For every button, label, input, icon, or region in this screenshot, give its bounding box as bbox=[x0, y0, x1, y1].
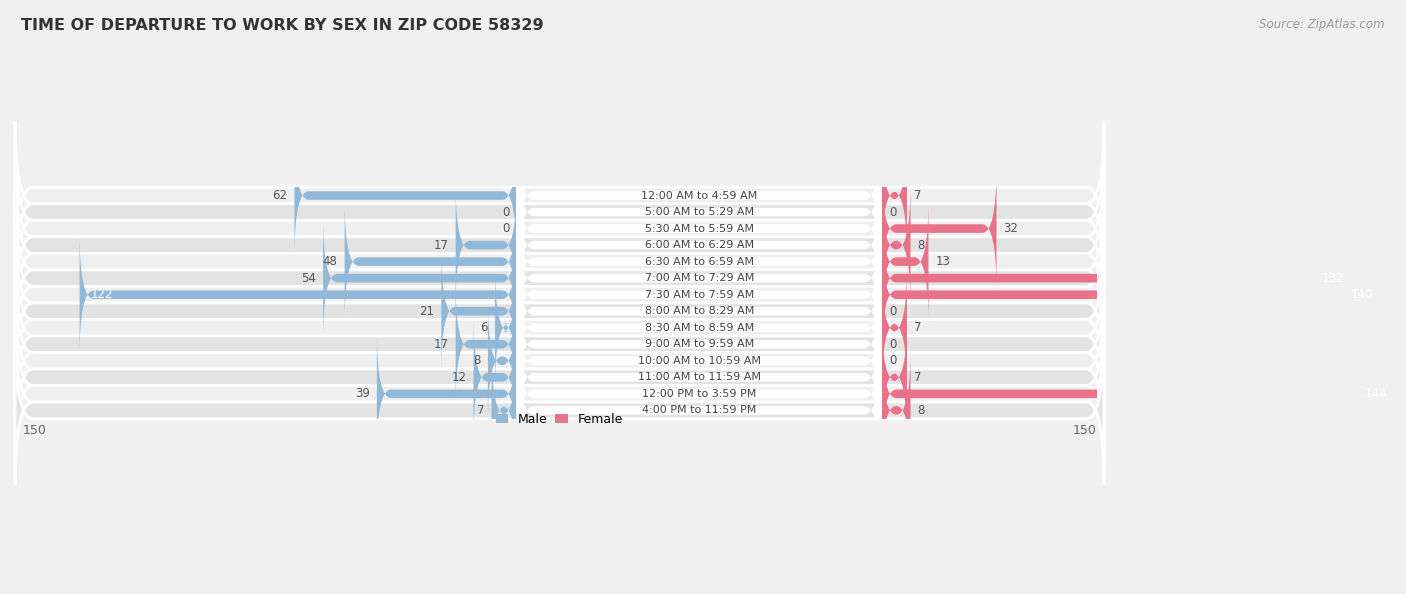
Text: 17: 17 bbox=[433, 239, 449, 252]
FancyBboxPatch shape bbox=[882, 200, 928, 323]
FancyBboxPatch shape bbox=[15, 204, 1104, 352]
Text: 7:00 AM to 7:29 AM: 7:00 AM to 7:29 AM bbox=[644, 273, 754, 283]
FancyBboxPatch shape bbox=[882, 332, 1398, 456]
Text: 32: 32 bbox=[1004, 222, 1018, 235]
Text: 122: 122 bbox=[90, 288, 112, 301]
FancyBboxPatch shape bbox=[516, 266, 882, 422]
Text: 0: 0 bbox=[502, 222, 509, 235]
Text: 144: 144 bbox=[1364, 387, 1386, 400]
Text: 8: 8 bbox=[474, 354, 481, 367]
FancyBboxPatch shape bbox=[882, 184, 911, 307]
Text: 8:30 AM to 8:59 AM: 8:30 AM to 8:59 AM bbox=[644, 323, 754, 333]
Text: 0: 0 bbox=[889, 305, 897, 318]
Text: 0: 0 bbox=[889, 354, 897, 367]
Text: 9:00 AM to 9:59 AM: 9:00 AM to 9:59 AM bbox=[644, 339, 754, 349]
Text: 5:00 AM to 5:29 AM: 5:00 AM to 5:29 AM bbox=[645, 207, 754, 217]
FancyBboxPatch shape bbox=[15, 303, 1104, 451]
Text: 54: 54 bbox=[301, 271, 316, 285]
Text: 6: 6 bbox=[481, 321, 488, 334]
Text: 6:00 AM to 6:29 AM: 6:00 AM to 6:29 AM bbox=[645, 240, 754, 250]
Text: 0: 0 bbox=[889, 338, 897, 350]
FancyBboxPatch shape bbox=[882, 233, 1384, 356]
FancyBboxPatch shape bbox=[516, 283, 882, 439]
FancyBboxPatch shape bbox=[516, 150, 882, 307]
FancyBboxPatch shape bbox=[294, 134, 516, 257]
FancyBboxPatch shape bbox=[516, 134, 882, 290]
Text: 5:30 AM to 5:59 AM: 5:30 AM to 5:59 AM bbox=[645, 223, 754, 233]
FancyBboxPatch shape bbox=[882, 315, 907, 439]
FancyBboxPatch shape bbox=[15, 138, 1104, 286]
FancyBboxPatch shape bbox=[516, 315, 882, 472]
FancyBboxPatch shape bbox=[495, 266, 516, 390]
FancyBboxPatch shape bbox=[456, 283, 516, 406]
FancyBboxPatch shape bbox=[882, 266, 907, 390]
FancyBboxPatch shape bbox=[516, 332, 882, 489]
Text: Source: ZipAtlas.com: Source: ZipAtlas.com bbox=[1260, 18, 1385, 31]
Text: 48: 48 bbox=[322, 255, 337, 268]
FancyBboxPatch shape bbox=[323, 216, 516, 340]
FancyBboxPatch shape bbox=[516, 299, 882, 456]
Text: 17: 17 bbox=[433, 338, 449, 350]
FancyBboxPatch shape bbox=[80, 233, 516, 356]
FancyBboxPatch shape bbox=[492, 349, 516, 472]
Text: 4:00 PM to 11:59 PM: 4:00 PM to 11:59 PM bbox=[643, 405, 756, 415]
Text: 62: 62 bbox=[273, 189, 287, 202]
Text: 12:00 AM to 4:59 AM: 12:00 AM to 4:59 AM bbox=[641, 191, 758, 201]
Text: 11:00 AM to 11:59 AM: 11:00 AM to 11:59 AM bbox=[638, 372, 761, 383]
Text: 8:00 AM to 8:29 AM: 8:00 AM to 8:29 AM bbox=[644, 306, 754, 316]
Text: 132: 132 bbox=[1322, 271, 1344, 285]
FancyBboxPatch shape bbox=[488, 299, 516, 422]
Text: 150: 150 bbox=[22, 424, 46, 437]
FancyBboxPatch shape bbox=[15, 270, 1104, 419]
FancyBboxPatch shape bbox=[516, 117, 882, 274]
FancyBboxPatch shape bbox=[377, 332, 516, 456]
Text: 39: 39 bbox=[354, 387, 370, 400]
Text: 150: 150 bbox=[1073, 424, 1097, 437]
FancyBboxPatch shape bbox=[15, 154, 1104, 303]
Text: 7: 7 bbox=[914, 371, 921, 384]
Text: 12:00 PM to 3:59 PM: 12:00 PM to 3:59 PM bbox=[643, 389, 756, 399]
FancyBboxPatch shape bbox=[516, 200, 882, 356]
FancyBboxPatch shape bbox=[516, 184, 882, 340]
FancyBboxPatch shape bbox=[516, 233, 882, 390]
FancyBboxPatch shape bbox=[882, 216, 1355, 340]
FancyBboxPatch shape bbox=[15, 254, 1104, 402]
FancyBboxPatch shape bbox=[456, 184, 516, 307]
Text: 8: 8 bbox=[918, 239, 925, 252]
FancyBboxPatch shape bbox=[516, 167, 882, 323]
FancyBboxPatch shape bbox=[15, 220, 1104, 369]
Text: 7:30 AM to 7:59 AM: 7:30 AM to 7:59 AM bbox=[644, 290, 754, 300]
FancyBboxPatch shape bbox=[15, 286, 1104, 435]
Text: 6:30 AM to 6:59 AM: 6:30 AM to 6:59 AM bbox=[645, 257, 754, 267]
Text: 13: 13 bbox=[935, 255, 950, 268]
Text: 0: 0 bbox=[889, 206, 897, 219]
Text: 7: 7 bbox=[477, 404, 484, 417]
FancyBboxPatch shape bbox=[15, 237, 1104, 386]
FancyBboxPatch shape bbox=[882, 134, 907, 257]
FancyBboxPatch shape bbox=[516, 249, 882, 406]
FancyBboxPatch shape bbox=[474, 315, 516, 439]
FancyBboxPatch shape bbox=[15, 170, 1104, 320]
FancyBboxPatch shape bbox=[882, 349, 911, 472]
Text: 8: 8 bbox=[918, 404, 925, 417]
FancyBboxPatch shape bbox=[441, 249, 516, 373]
FancyBboxPatch shape bbox=[15, 121, 1104, 270]
Text: 140: 140 bbox=[1350, 288, 1372, 301]
FancyBboxPatch shape bbox=[15, 187, 1104, 336]
Text: 10:00 AM to 10:59 AM: 10:00 AM to 10:59 AM bbox=[638, 356, 761, 366]
FancyBboxPatch shape bbox=[15, 320, 1104, 468]
FancyBboxPatch shape bbox=[516, 216, 882, 373]
Text: 12: 12 bbox=[451, 371, 467, 384]
FancyBboxPatch shape bbox=[15, 336, 1104, 485]
Text: 0: 0 bbox=[502, 206, 509, 219]
Text: 7: 7 bbox=[914, 321, 921, 334]
Text: 7: 7 bbox=[914, 189, 921, 202]
Text: 21: 21 bbox=[419, 305, 434, 318]
FancyBboxPatch shape bbox=[882, 167, 997, 290]
Legend: Male, Female: Male, Female bbox=[491, 408, 628, 431]
Text: TIME OF DEPARTURE TO WORK BY SEX IN ZIP CODE 58329: TIME OF DEPARTURE TO WORK BY SEX IN ZIP … bbox=[21, 18, 544, 33]
FancyBboxPatch shape bbox=[344, 200, 516, 323]
